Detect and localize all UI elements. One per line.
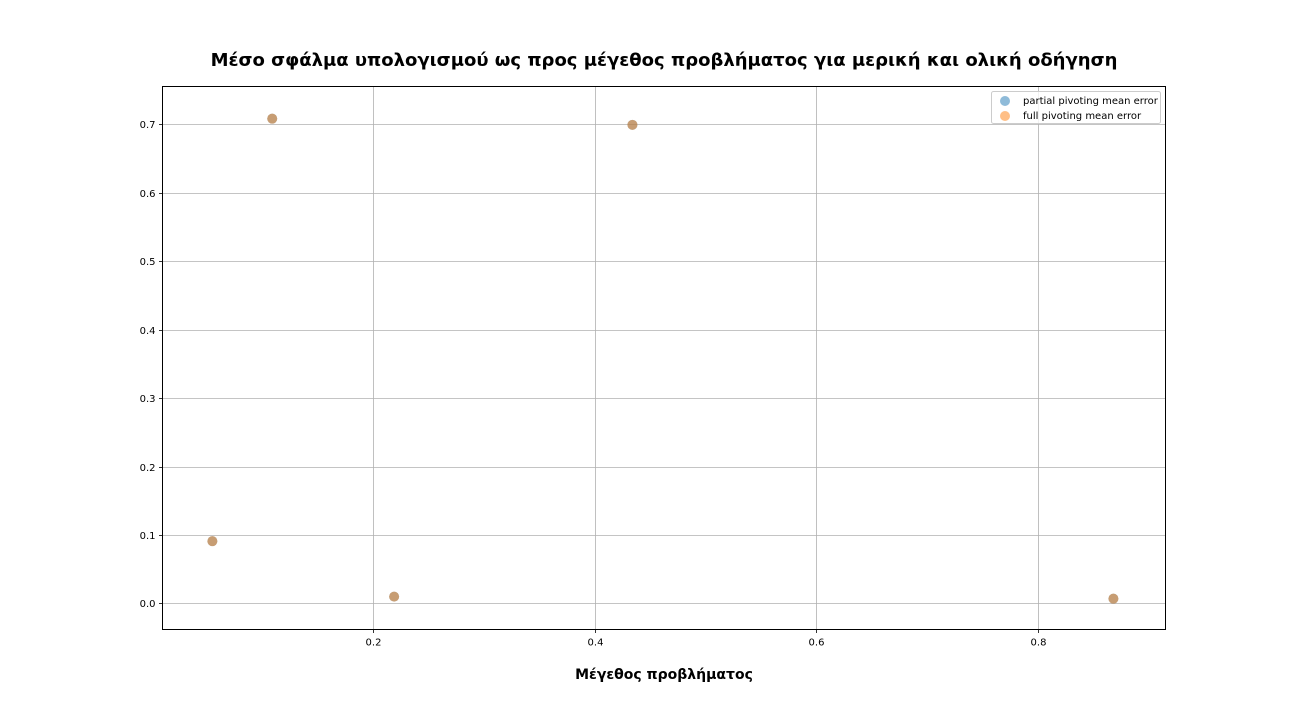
y-tick-label: 0.4 (140, 326, 156, 337)
plot-area-frame (162, 86, 1166, 630)
y-tick-label: 0.1 (140, 531, 156, 542)
legend-label: full pivoting mean error (1023, 111, 1142, 122)
legend-label: partial pivoting mean error (1023, 96, 1159, 107)
chart-title: Μέσο σφάλμα υπολογισμού ως προς μέγεθος … (211, 50, 1118, 71)
y-tick-label: 0.7 (140, 120, 156, 131)
grid (162, 86, 1166, 630)
data-points (207, 113, 1119, 604)
legend: partial pivoting mean error full pivoting… (991, 91, 1161, 124)
y-tick-label: 0.6 (140, 189, 156, 200)
x-axis-label: Μέγεθος προβλήματος (575, 667, 753, 683)
axis-ticks: 0.2 0.4 0.6 0.8 0.0 0.1 0.2 0.3 0.4 0.5 0.6 0.7 (140, 120, 1047, 649)
y-tick-label: 0.0 (140, 599, 156, 610)
x-tick-label: 0.2 (366, 638, 382, 649)
data-point-series-2 (627, 119, 638, 130)
legend-marker (1000, 111, 1010, 121)
y-tick-label: 0.2 (140, 463, 156, 474)
legend-box (991, 91, 1161, 124)
y-tick-label: 0.3 (140, 394, 156, 405)
y-tick-label: 0.5 (140, 257, 156, 268)
legend-marker (1000, 96, 1010, 106)
data-point-series-2 (389, 591, 400, 602)
x-tick-label: 0.6 (809, 638, 825, 649)
data-point-series-2 (207, 536, 218, 547)
data-point-series-2 (267, 113, 278, 124)
x-tick-label: 0.8 (1031, 638, 1047, 649)
data-point-series-2 (1108, 593, 1119, 604)
x-tick-label: 0.4 (588, 638, 604, 649)
